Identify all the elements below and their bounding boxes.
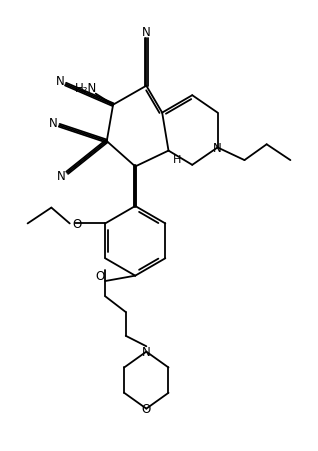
- Text: N: N: [142, 345, 151, 359]
- Text: O: O: [96, 270, 105, 282]
- Text: H: H: [173, 155, 182, 165]
- Text: O: O: [72, 217, 81, 230]
- Text: N: N: [57, 170, 66, 183]
- Text: N: N: [213, 142, 222, 155]
- Text: H₂N: H₂N: [75, 82, 97, 95]
- Text: N: N: [56, 75, 64, 88]
- Text: N: N: [142, 26, 151, 39]
- Text: O: O: [142, 402, 151, 415]
- Text: N: N: [49, 116, 58, 129]
